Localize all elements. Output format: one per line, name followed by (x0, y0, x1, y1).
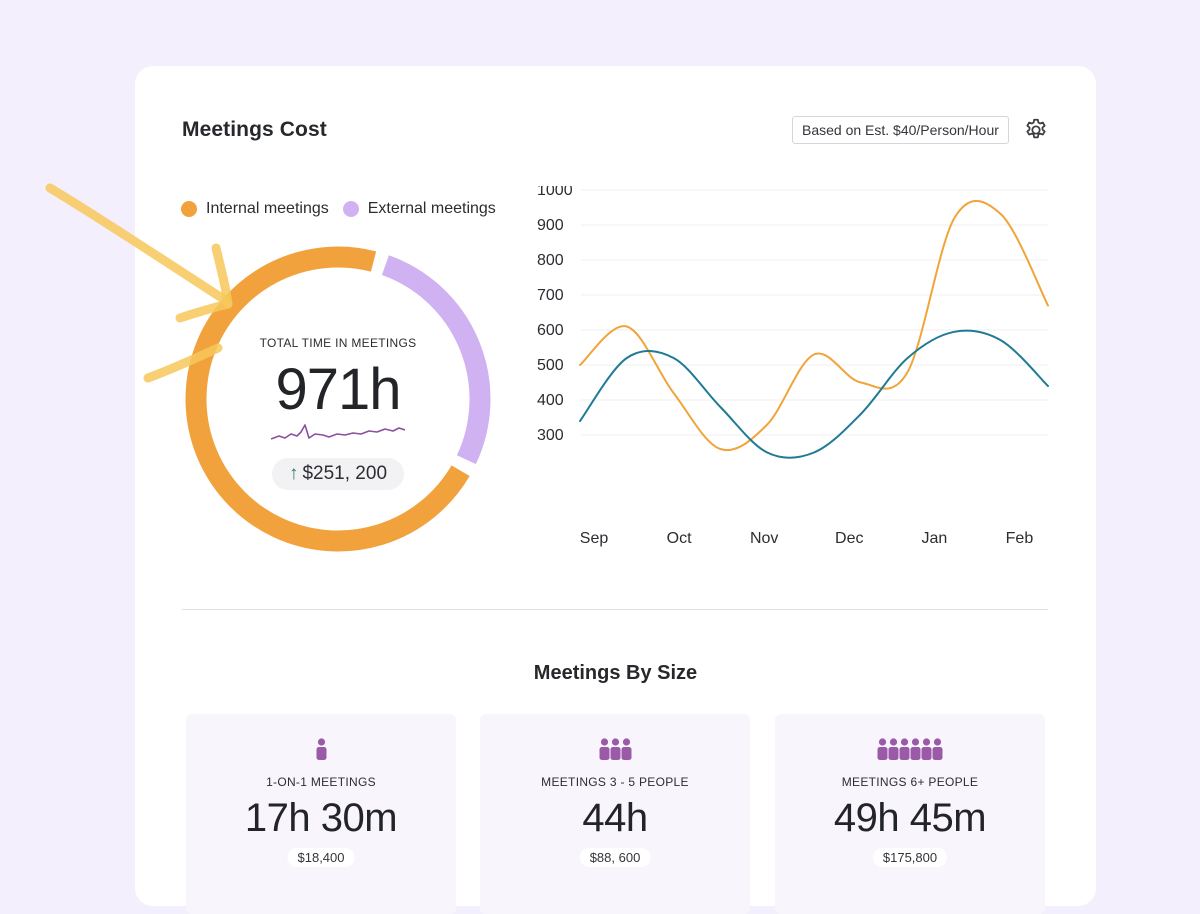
legend-internal-swatch (181, 201, 197, 217)
meetings-by-size-title: Meetings By Size (533, 662, 698, 684)
person-figure-icon (932, 738, 943, 760)
series-line-external[interactable] (579, 329, 1049, 459)
person-figure-icon (599, 738, 609, 760)
y-tick-label: 900 (537, 217, 564, 234)
y-tick-label: 1000 (537, 186, 573, 199)
meetings-cost-line-chart: 1000 900 800 700 600 500 400 300 Sep Oct Nov Dec Jan… (537, 186, 1049, 547)
x-tick-label: Dec (835, 530, 863, 547)
section-divider (182, 609, 1048, 610)
y-tick-label: 800 (537, 252, 564, 269)
tile-three-to-five[interactable]: MEETINGS 3 - 5 PEOPLE 44h $88, 600 (480, 714, 750, 914)
legend-external[interactable]: External meetings (342, 200, 496, 218)
legend-external-label: External meetings (367, 200, 496, 217)
tile-value: 17h 30m (244, 796, 398, 840)
x-tick-label: Nov (750, 530, 778, 547)
tile-cost: $88, 600 (579, 848, 651, 867)
legend-internal[interactable]: Internal meetings (181, 200, 329, 218)
person-icon (186, 738, 456, 760)
person-figure-icon (877, 738, 888, 760)
x-tick-label: Feb (1006, 530, 1034, 547)
y-tick-label: 700 (537, 287, 564, 304)
arrow-up-icon: ↑ (288, 463, 299, 484)
gear-icon[interactable] (1023, 117, 1049, 143)
total-time-label: TOTAL TIME IN MEETINGS (259, 336, 417, 350)
legend-internal-label: Internal meetings (206, 200, 329, 217)
y-tick-label: 500 (537, 357, 564, 374)
tile-six-plus[interactable]: MEETINGS 6+ PEOPLE 49h 45m $175,800 (775, 714, 1045, 914)
cost-delta-value: $251, 200 (302, 463, 388, 484)
crowd-icon (775, 738, 1045, 760)
person-figure-icon (610, 738, 620, 760)
estimate-rate-button[interactable]: Based on Est. $40/Person/Hour (792, 116, 1009, 144)
y-tick-label: 300 (537, 427, 564, 444)
tile-cost: $18,400 (287, 848, 355, 867)
person-figure-icon (621, 738, 631, 760)
x-tick-label: Sep (580, 530, 609, 547)
total-time-value: 971h (275, 357, 401, 422)
cost-delta-badge: ↑ $251, 200 (272, 458, 404, 490)
x-tick-label: Jan (921, 530, 947, 547)
legend-external-swatch (342, 201, 359, 217)
chart-legend: Internal meetings External meetings (181, 200, 510, 218)
donut-segment-external[interactable] (381, 255, 491, 465)
meetings-cost-card: Meetings Cost Based on Est. $40/Person/H… (135, 66, 1096, 914)
y-tick-label: 600 (537, 322, 564, 339)
tile-label: 1-ON-1 MEETINGS (266, 775, 376, 789)
tile-label: MEETINGS 6+ PEOPLE (841, 775, 979, 789)
series-line-internal[interactable] (579, 199, 1049, 452)
page-title: Meetings Cost (182, 118, 327, 141)
tile-cost: $175,800 (872, 848, 948, 867)
person-figure-icon (921, 738, 932, 760)
tile-value: 49h 45m (833, 796, 987, 840)
group-icon (480, 738, 750, 760)
person-figure-icon (899, 738, 910, 760)
donut-center: TOTAL TIME IN MEETINGS 971h ↑ $251, 200 (185, 246, 491, 552)
total-time-donut (185, 246, 491, 552)
donut-segment-internal[interactable] (185, 246, 470, 552)
person-figure-icon (316, 738, 326, 760)
person-figure-icon (910, 738, 921, 760)
tile-label: MEETINGS 3 - 5 PEOPLE (541, 775, 689, 789)
tile-value: 44h (582, 796, 648, 840)
x-tick-label: Oct (667, 530, 692, 547)
y-tick-label: 400 (537, 392, 564, 409)
trend-sparkline (271, 424, 405, 440)
tile-one-on-one[interactable]: 1-ON-1 MEETINGS 17h 30m $18,400 (186, 714, 456, 914)
highlight-arrow-icon (45, 183, 233, 383)
person-figure-icon (888, 738, 899, 760)
